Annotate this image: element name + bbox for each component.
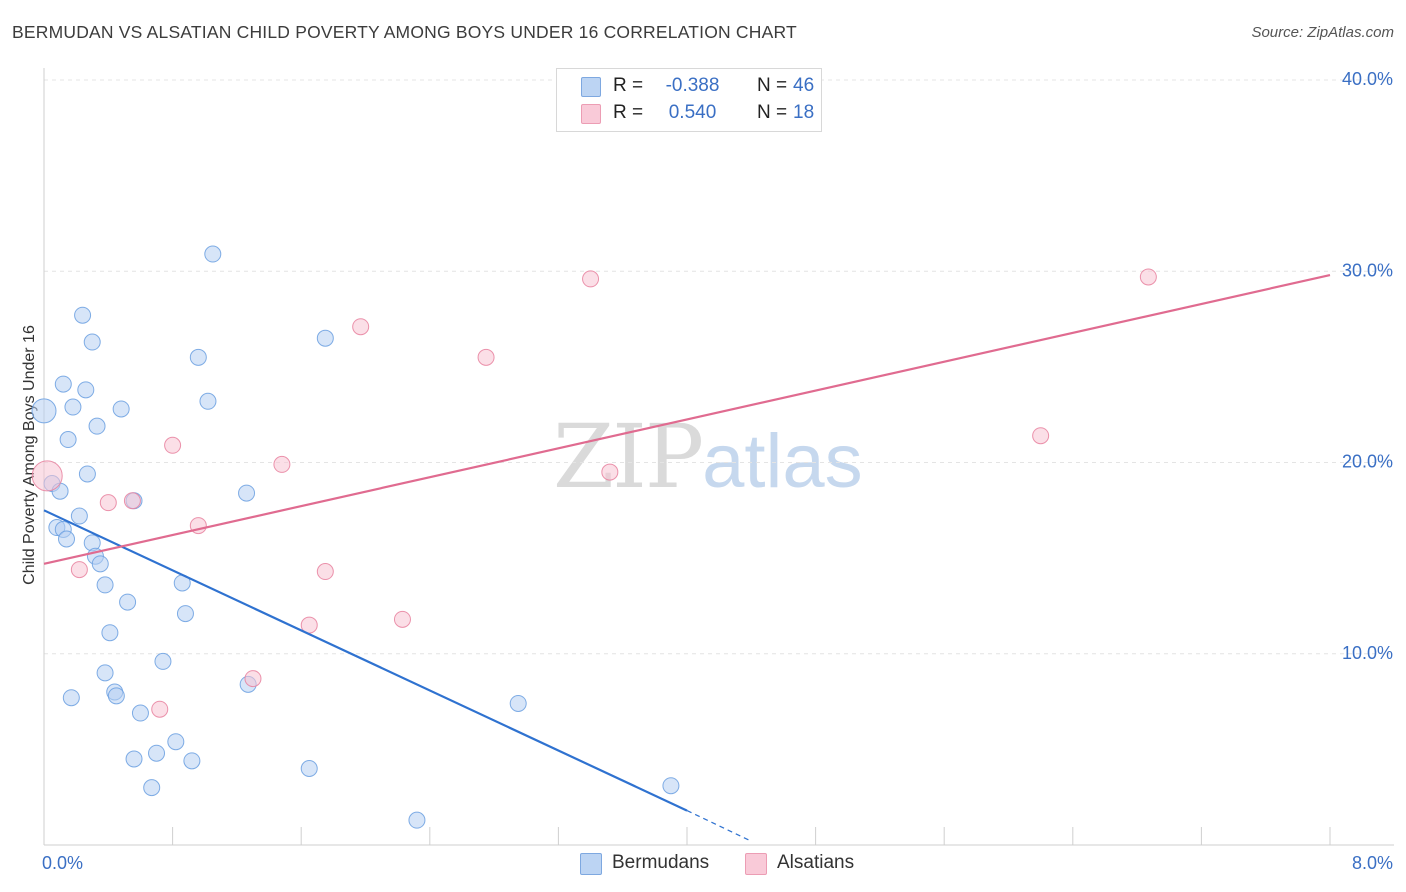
data-point-bermudans: [238, 484, 256, 502]
data-point-alsatians: [393, 610, 411, 628]
data-point-bermudans: [125, 750, 143, 768]
trend-line-alsatians: [43, 274, 1331, 565]
data-point-alsatians: [316, 563, 334, 581]
data-point-bermudans: [662, 777, 680, 795]
data-point-alsatians: [164, 436, 182, 454]
data-point-bermudans: [70, 507, 88, 525]
bottom-legend-label-bermudans: Bermudans: [612, 852, 710, 873]
data-point-alsatians: [99, 494, 117, 512]
data-point-bermudans: [112, 400, 130, 418]
legend-swatch-bermudans: [581, 77, 601, 97]
data-point-bermudans: [91, 555, 109, 573]
data-point-alsatians: [1032, 427, 1050, 445]
legend-r-value: 0.540: [668, 102, 717, 123]
chart-title: BERMUDAN VS ALSATIAN CHILD POVERTY AMONG…: [12, 22, 797, 42]
data-point-bermudans: [58, 530, 76, 548]
data-point-bermudans: [77, 381, 95, 399]
source-label: Source: ZipAtlas.com: [1251, 24, 1394, 41]
legend-n-label: N =: [757, 102, 788, 123]
data-point-bermudans: [64, 398, 82, 416]
data-point-alsatians: [70, 561, 88, 579]
watermark-atlas: atlas: [702, 419, 863, 504]
legend-r-label: R =: [613, 102, 644, 123]
data-point-alsatians: [1139, 268, 1157, 286]
legend-n-label: N =: [757, 75, 788, 96]
data-point-bermudans: [204, 245, 222, 263]
data-point-alsatians: [477, 348, 495, 366]
data-point-bermudans: [119, 593, 137, 611]
data-point-bermudans: [54, 375, 72, 393]
data-point-bermudans: [189, 348, 207, 366]
data-point-bermudans: [154, 652, 172, 670]
data-point-bermudans: [96, 576, 114, 594]
data-point-bermudans: [509, 694, 527, 712]
data-point-bermudans: [316, 329, 334, 347]
data-point-alsatians: [31, 460, 63, 492]
y-tick-label: 30.0%: [1342, 260, 1393, 280]
data-point-alsatians: [273, 455, 291, 473]
data-point-alsatians: [352, 318, 370, 336]
data-point-bermudans: [107, 687, 125, 705]
data-point-bermudans: [408, 811, 426, 829]
data-point-bermudans: [183, 752, 201, 770]
data-point-bermudans: [83, 333, 101, 351]
trend-line-extension-bermudans: [686, 810, 752, 842]
legend-r-value: -0.388: [665, 75, 720, 96]
data-point-bermudans: [199, 392, 217, 410]
x-tick-label: 0.0%: [42, 853, 83, 873]
data-point-alsatians: [582, 270, 600, 288]
y-tick-label: 20.0%: [1342, 452, 1393, 472]
data-point-bermudans: [143, 779, 161, 797]
correlation-legend: R = -0.388 N = 46 R = 0.540 N = 18: [556, 68, 822, 132]
data-point-alsatians: [151, 700, 169, 718]
x-tick-label: 8.0%: [1352, 853, 1393, 873]
data-point-bermudans: [101, 624, 119, 642]
y-tick-label: 40.0%: [1342, 69, 1393, 89]
data-point-bermudans: [59, 431, 77, 449]
data-point-alsatians: [123, 492, 141, 510]
data-point-bermudans: [78, 465, 96, 483]
data-point-bermudans: [300, 760, 318, 777]
data-point-bermudans: [96, 664, 114, 682]
data-point-bermudans: [88, 417, 106, 435]
data-point-bermudans: [167, 733, 185, 751]
legend-swatch-alsatians: [581, 104, 601, 124]
legend-n-value: 18: [793, 102, 815, 123]
data-point-bermudans: [31, 398, 57, 424]
y-tick-label: 10.0%: [1342, 643, 1393, 663]
bottom-legend-label-alsatians: Alsatians: [777, 852, 855, 873]
data-point-alsatians: [601, 463, 619, 481]
data-point-bermudans: [131, 704, 149, 722]
data-point-alsatians: [244, 670, 262, 688]
trend-line-bermudans: [43, 509, 688, 812]
data-point-bermudans: [148, 744, 166, 762]
legend-n-value: 46: [793, 75, 815, 96]
data-point-bermudans: [176, 605, 194, 623]
legend-r-label: R =: [613, 75, 644, 96]
data-point-bermudans: [62, 689, 80, 707]
bottom-legend-swatch-alsatians: [745, 853, 767, 875]
bottom-legend-swatch-bermudans: [580, 853, 602, 875]
data-point-bermudans: [74, 306, 92, 324]
